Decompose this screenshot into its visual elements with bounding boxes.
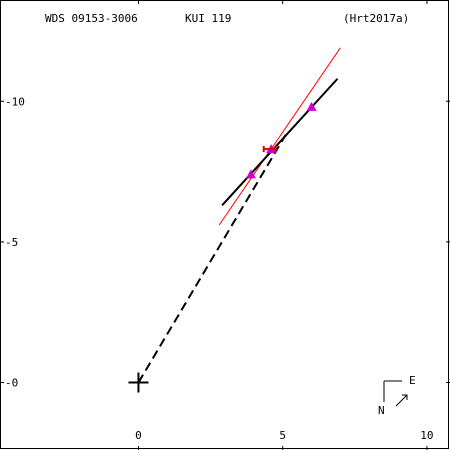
measurement-triangle-marker — [245, 169, 256, 179]
compass-east-label: E — [409, 374, 416, 387]
wds-id-label: WDS 09153-3006 — [45, 12, 138, 25]
fit-line-red — [218, 47, 341, 226]
y-tick-label: -0 — [5, 377, 18, 390]
lines-layer — [137, 47, 341, 384]
x-tick-label: 0 — [135, 429, 142, 442]
y-tick-label: -5 — [5, 236, 18, 249]
compass-north-label: N — [378, 404, 385, 417]
compass-motion-arrowhead — [402, 394, 408, 400]
y-tick-label: -10 — [5, 95, 25, 108]
compass-motion-arrow-shaft — [395, 394, 408, 407]
x-tick-label: 10 — [420, 429, 433, 442]
compass: E N — [378, 374, 416, 417]
orbit-segment-line — [221, 78, 339, 206]
reference-label: (Hrt2017a) — [343, 12, 409, 25]
discoverer-label: KUI 119 — [185, 12, 231, 25]
x-tick-label: 5 — [279, 429, 286, 442]
measurement-triangle-marker — [306, 101, 317, 111]
data-points-layer — [128, 101, 317, 393]
connector-dashed-line — [137, 134, 287, 384]
